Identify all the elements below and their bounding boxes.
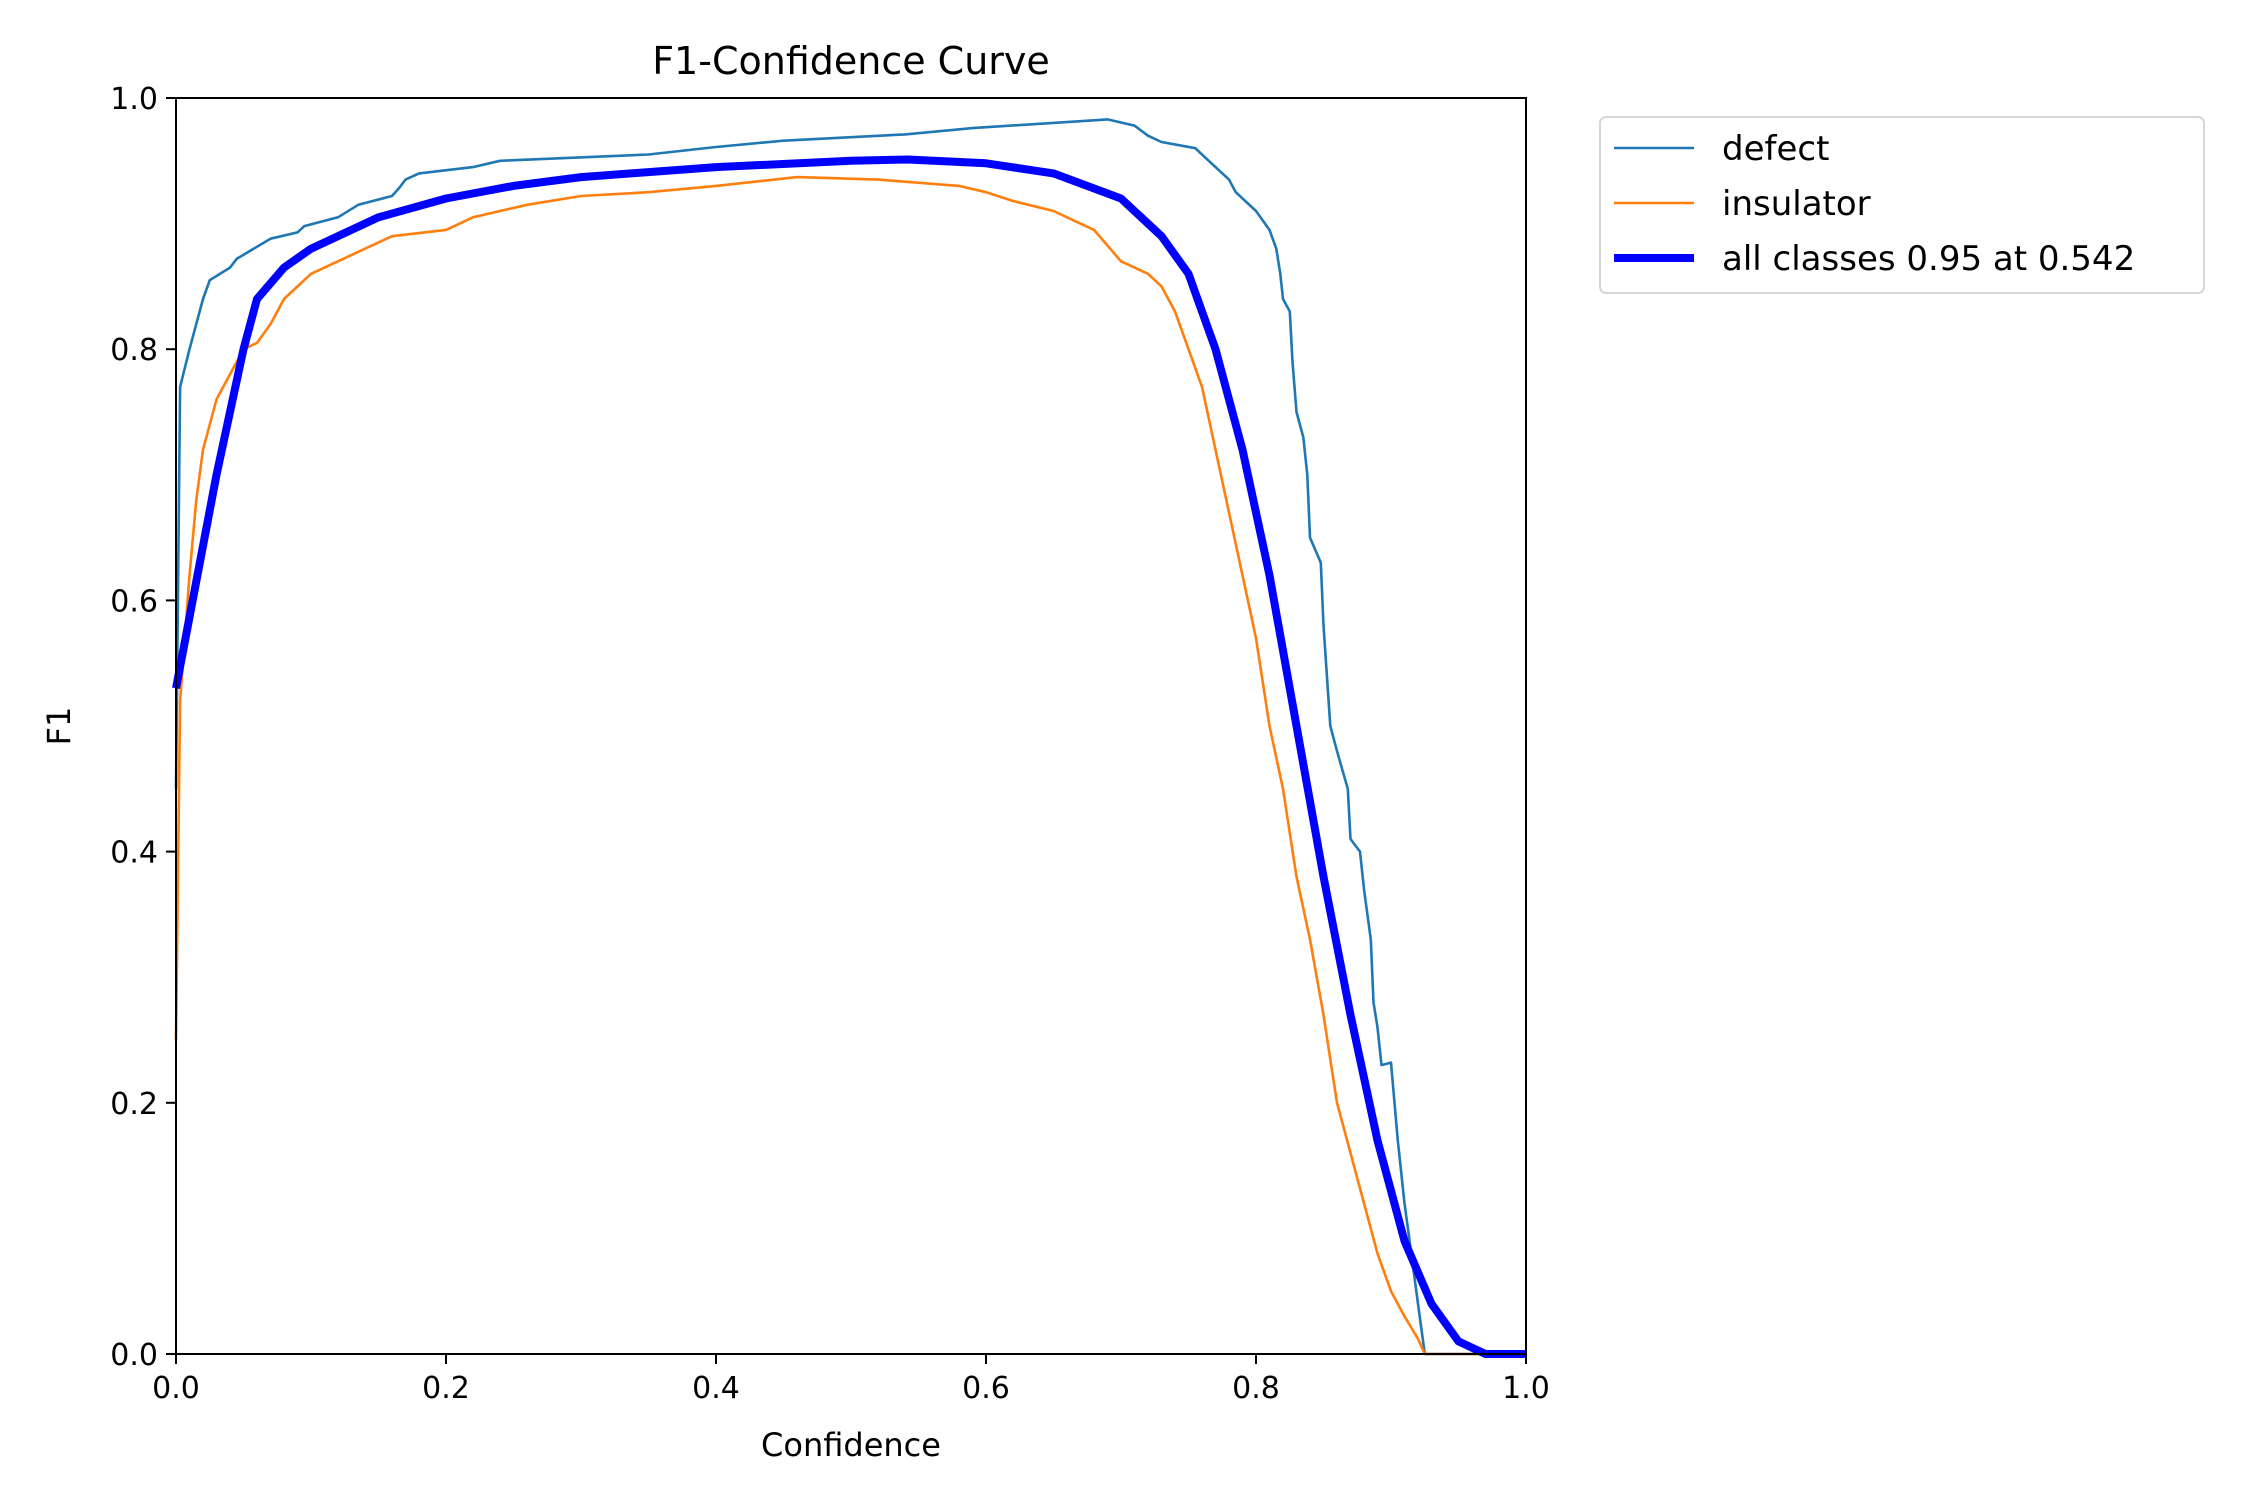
x-tick-label: 0.2 (422, 1371, 470, 1406)
y-tick-label: 0.0 (110, 1338, 158, 1373)
series-line-all (172, 155, 1526, 1358)
x-axis-label: Confidence (761, 1426, 941, 1464)
legend-label: insulator (1722, 184, 1871, 224)
plot-lines (172, 118, 1526, 1358)
axes-frame (175, 97, 1527, 1355)
x-tick-label: 1.0 (1502, 1371, 1550, 1406)
chart-title: F1-Confidence Curve (652, 39, 1050, 83)
x-tick-label: 0.6 (962, 1371, 1010, 1406)
series-line-insulator (174, 175, 1526, 1356)
legend: defect insulator all classes 0.95 at 0.542 (1599, 116, 2205, 294)
x-tick-label: 0.0 (152, 1371, 200, 1406)
y-tick-label: 0.4 (110, 836, 158, 871)
x-tick-label: 0.8 (1232, 1371, 1280, 1406)
x-tick-label: 0.4 (692, 1371, 740, 1406)
y-tick-label: 0.2 (110, 1087, 158, 1122)
legend-frame (1599, 116, 2205, 294)
x-axis-ticks: 0.0 0.2 0.4 0.6 0.8 1.0 (152, 1354, 1550, 1406)
series-line-defect (174, 118, 1526, 1356)
legend-label: all classes 0.95 at 0.542 (1722, 239, 2135, 279)
y-tick-label: 0.6 (110, 584, 158, 619)
legend-label: defect (1722, 129, 1829, 169)
y-axis-label: F1 (40, 707, 78, 746)
y-axis-ticks: 0.0 0.2 0.4 0.6 0.8 1.0 (110, 82, 176, 1373)
y-tick-label: 1.0 (110, 82, 158, 117)
y-tick-label: 0.8 (110, 333, 158, 368)
